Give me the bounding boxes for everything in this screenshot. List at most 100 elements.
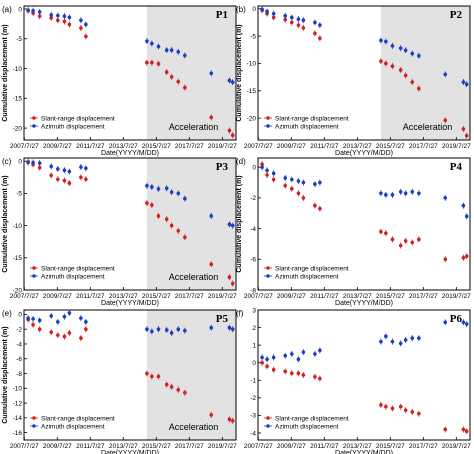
y-tick-label: 2	[252, 325, 256, 332]
x-axis-label: Date(YYYY/M/DD)	[335, 450, 393, 454]
x-tick-label: 2019/7/27	[208, 443, 237, 450]
azimuth-point	[26, 8, 30, 12]
slant-range-point	[461, 427, 466, 432]
slant-range-point	[156, 214, 161, 218]
slant-range-point	[227, 275, 232, 279]
azimuth-point	[84, 22, 88, 27]
azimuth-point	[464, 214, 469, 219]
legend-marker	[32, 274, 36, 278]
x-tick-label: 2013/7/27	[109, 143, 138, 150]
y-tick-label: 0	[252, 165, 256, 172]
chart-panel: Acceleration 0 -2 -4 -6 -8 -10 -12 -14 -16 2007/7/…	[2, 309, 237, 454]
azimuth-point	[67, 311, 72, 315]
azimuth-point	[176, 50, 181, 54]
azimuth-point	[37, 10, 42, 14]
slant-range-point	[209, 262, 214, 267]
point-id-label: P6	[450, 313, 463, 325]
azimuth-point	[403, 338, 408, 342]
slant-range-point	[318, 36, 322, 41]
y-tick-label: -5	[16, 191, 22, 198]
azimuth-point	[379, 191, 383, 196]
azimuth-point	[265, 168, 269, 173]
azimuth-point	[156, 44, 161, 49]
legend-entry: Azimuth displacement	[41, 273, 105, 280]
y-tick-label: -16	[13, 430, 23, 437]
x-axis-label: Date(YYYY/M/DD)	[101, 300, 159, 307]
x-tick-label: 2011/7/27	[310, 143, 339, 150]
slant-range-point	[169, 385, 174, 389]
slant-range-point	[464, 133, 469, 138]
slant-range-point	[398, 404, 403, 409]
y-tick-label: -15	[247, 88, 257, 95]
slant-range-point	[443, 257, 448, 262]
legend-entry: Slant-range displacement	[275, 115, 349, 122]
point-id-label: P4	[450, 161, 463, 173]
y-tick-label: -8	[16, 371, 22, 378]
azimuth-point	[290, 352, 294, 356]
slant-range-point	[296, 191, 301, 196]
azimuth-point	[283, 14, 288, 18]
x-tick-label: 2011/7/27	[76, 143, 105, 150]
slant-range-point	[379, 229, 383, 234]
azimuth-point	[318, 23, 322, 27]
acceleration-label: Acceleration	[169, 272, 219, 282]
azimuth-point	[79, 18, 83, 23]
azimuth-point	[417, 53, 421, 58]
y-tick-label: -8	[250, 287, 256, 294]
x-tick-label: 2007/7/27	[244, 143, 273, 150]
slant-range-point	[443, 118, 448, 123]
azimuth-point	[37, 161, 42, 165]
x-tick-label: 2017/7/27	[409, 443, 438, 450]
slant-range-point	[313, 374, 317, 379]
legend-marker	[266, 424, 270, 428]
azimuth-point	[230, 327, 235, 332]
slant-range-point	[84, 177, 88, 182]
slant-range-point	[156, 374, 161, 379]
point-id-label: P1	[216, 9, 228, 21]
plot-frame	[23, 157, 237, 291]
acceleration-region	[146, 310, 236, 440]
azimuth-point	[150, 41, 154, 46]
slant-range-point	[283, 183, 288, 188]
slant-range-point	[271, 177, 276, 182]
y-axis-label: Cumulative displacement (m)	[2, 24, 9, 121]
azimuth-point	[169, 48, 174, 52]
azimuth-point	[461, 203, 466, 208]
azimuth-point	[398, 189, 403, 194]
slant-range-point	[384, 61, 388, 66]
acceleration-label: Acceleration	[169, 422, 219, 432]
x-tick-label: 2017/7/27	[409, 293, 438, 300]
azimuth-point	[164, 48, 169, 52]
acceleration-region	[146, 6, 236, 140]
azimuth-point	[301, 180, 306, 185]
slant-range-point	[271, 367, 276, 372]
legend-marker	[266, 124, 270, 128]
y-tick-label: -10	[13, 386, 23, 393]
azimuth-point	[209, 71, 214, 76]
azimuth-point	[443, 320, 448, 325]
legend-marker	[32, 424, 36, 428]
x-tick-label: 2007/7/27	[244, 293, 273, 300]
y-axis-label: Cumulative displacement (m)	[2, 175, 9, 272]
y-tick-label: -20	[13, 287, 23, 294]
azimuth-point	[390, 193, 395, 197]
azimuth-point	[260, 7, 264, 12]
x-tick-label: 2009/7/27	[43, 293, 72, 300]
slant-range-point	[84, 327, 88, 332]
azimuth-point	[318, 348, 322, 353]
azimuth-point	[84, 320, 88, 324]
x-tick-label: 2011/7/27	[310, 443, 339, 450]
x-tick-label: 2017/7/27	[409, 143, 438, 150]
azimuth-point	[464, 322, 469, 326]
azimuth-point	[56, 167, 60, 171]
azimuth-point	[209, 214, 214, 218]
y-tick-label: -6	[16, 356, 22, 363]
azimuth-point	[296, 17, 301, 21]
legend-entry: Slant-range displacement	[275, 265, 349, 272]
azimuth-point	[26, 316, 30, 320]
azimuth-point	[265, 9, 269, 14]
azimuth-point	[145, 327, 149, 332]
chart-panel: Acceleration 0 -5 -10 -15 -20 2007/7/27 2009/7/…	[236, 5, 471, 157]
y-tick-label: -2	[250, 195, 256, 202]
y-tick-label: -6	[250, 257, 256, 264]
